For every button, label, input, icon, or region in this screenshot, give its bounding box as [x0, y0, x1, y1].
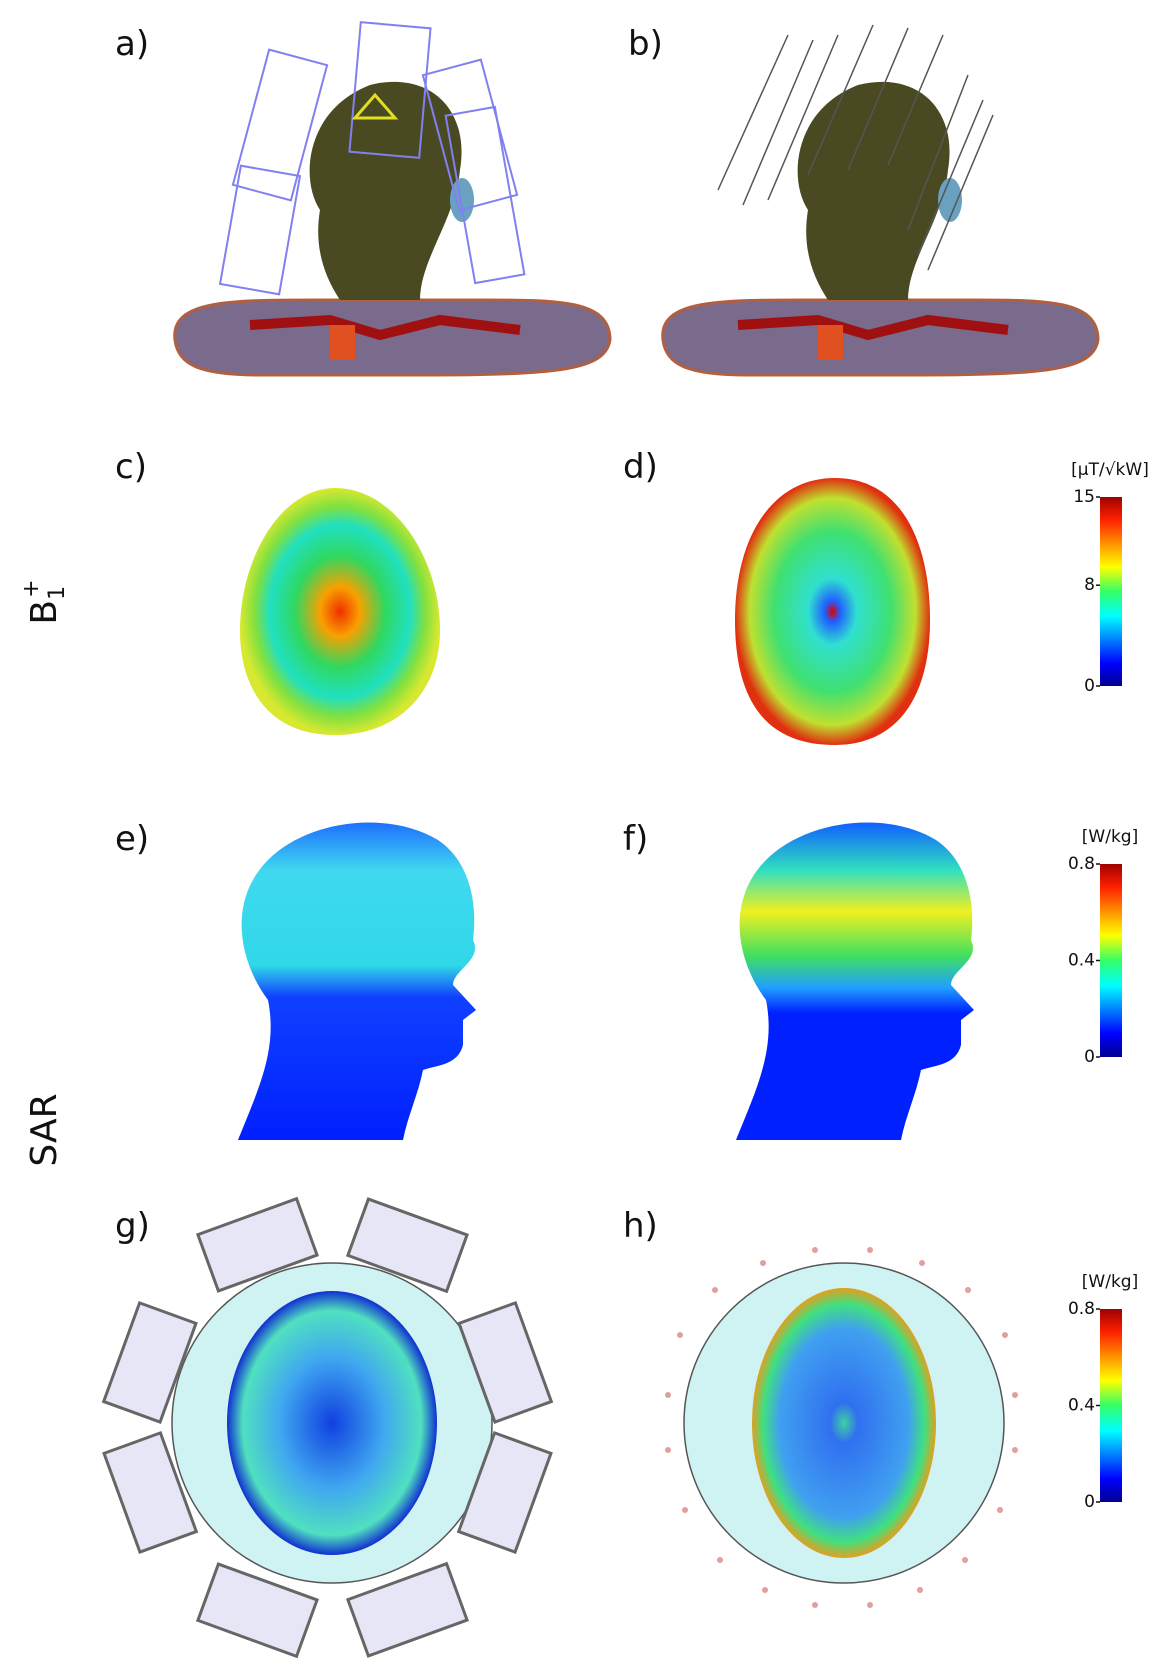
row-label-sar: SAR — [24, 1093, 65, 1166]
colorbar-tick-label: 0.4 — [1068, 1396, 1095, 1416]
colorbar-tick-label: 0.8 — [1068, 854, 1095, 874]
head-model-dipoles — [663, 25, 1098, 375]
sar-map — [238, 823, 476, 1140]
sar-axial-dipoles — [665, 1247, 1018, 1608]
colorbar-tick-label: 0 — [1084, 1492, 1095, 1512]
panel-label: g) — [115, 1206, 150, 1246]
panel-label: a) — [115, 24, 149, 64]
colorbar — [1100, 1309, 1122, 1502]
row-label-sup: + — [19, 579, 44, 597]
colorbar-tick-label: 8 — [1084, 575, 1095, 595]
colorbar — [1100, 497, 1122, 686]
panel-label: f) — [623, 819, 648, 859]
panel-label: e) — [115, 819, 149, 859]
row-label-base: B — [24, 600, 65, 625]
colorbars: [µT/√kW] 0 8 15 [W/kg] 0 0.4 0.8 [W/kg] 0 0.4 0.8 — [1068, 460, 1149, 1512]
colorbar-unit: [µT/√kW] — [1071, 460, 1149, 480]
panel-label: c) — [115, 447, 147, 487]
panel-label: d) — [623, 447, 658, 487]
colorbar-tick-label: 0.4 — [1068, 951, 1095, 971]
b1-map — [735, 478, 930, 745]
head-model-loops — [175, 22, 610, 375]
colorbar-unit: [W/kg] — [1082, 1272, 1138, 1292]
panel-label: b) — [628, 24, 663, 64]
colorbar-tick-label: 15 — [1073, 487, 1095, 507]
colorbar-tick-label: 0 — [1084, 676, 1095, 696]
sar-map — [736, 823, 974, 1140]
row-label-b1: B1+ — [19, 579, 70, 624]
colorbar-tick-label: 0.8 — [1068, 1299, 1095, 1319]
figure: B1+ SAR a) b) c) d) e) f) g) h) — [0, 0, 1162, 1661]
sar-axial-loops — [104, 1199, 552, 1657]
row-label-sub: 1 — [45, 586, 70, 600]
colorbar — [1100, 864, 1122, 1057]
colorbar-tick-label: 0 — [1084, 1047, 1095, 1067]
panel-label: h) — [623, 1206, 658, 1246]
b1-map — [240, 488, 440, 735]
colorbar-unit: [W/kg] — [1082, 827, 1138, 847]
